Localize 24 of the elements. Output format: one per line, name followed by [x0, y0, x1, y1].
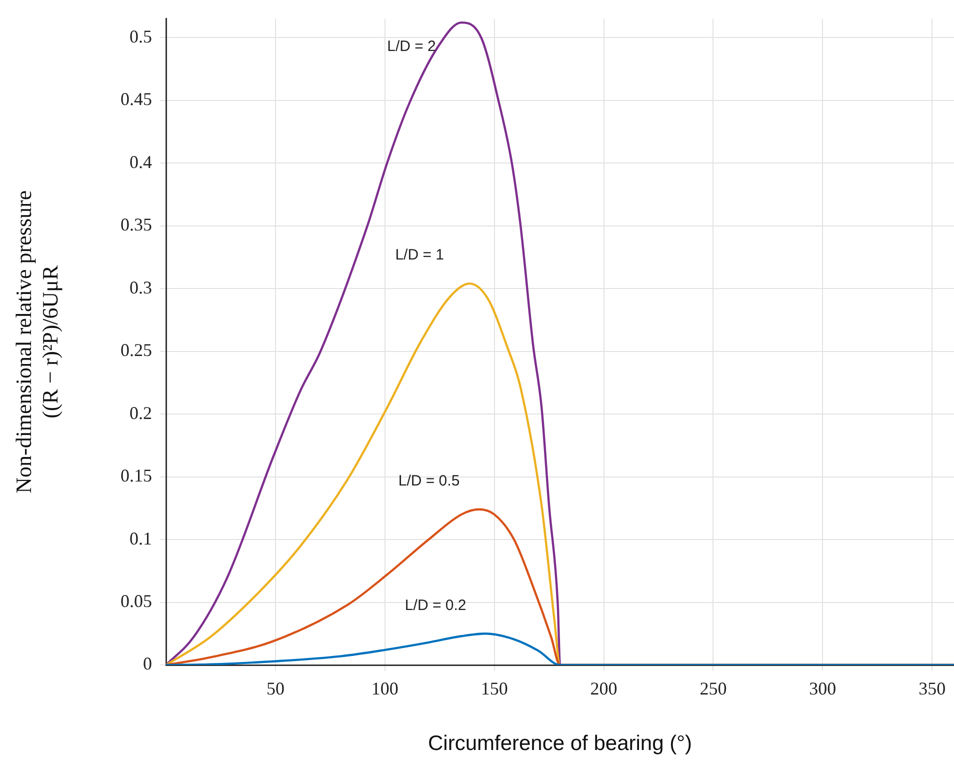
series-label: L/D = 0.2 — [404, 596, 466, 614]
y-tick-label: 0.05 — [120, 590, 152, 611]
y-tick-label: 0.25 — [120, 340, 152, 360]
x-tick-label: 50 — [266, 678, 284, 699]
x-tick-label: 250 — [700, 678, 727, 699]
x-tick-label: 200 — [590, 678, 618, 699]
x-tick-label: 300 — [809, 678, 836, 699]
x-tick-label: 350 — [918, 678, 946, 699]
x-tick-label: 150 — [480, 678, 508, 699]
y-tick-label: 0.1 — [130, 528, 152, 548]
y-axis-title: Non-dimensional relative pressure ((R − r)²P)/6UμR — [10, 190, 62, 494]
y-tick-label: 0.5 — [130, 26, 152, 46]
y-tick-label: 0.45 — [120, 89, 152, 110]
y-tick-label: 0.15 — [120, 466, 152, 486]
y-tick-label: 0.2 — [130, 402, 152, 423]
y-tick-label: 0 — [143, 654, 152, 674]
y-tick-label: 0.3 — [130, 277, 152, 298]
y-tick-label: 0.4 — [130, 152, 152, 172]
series-label: L/D = 0.5 — [398, 472, 460, 490]
y-tick-label: 0.35 — [120, 214, 152, 235]
series-label: L/D = 1 — [395, 246, 444, 264]
series-label: L/D = 2 — [387, 38, 436, 55]
x-tick-label: 100 — [371, 678, 398, 699]
x-axis-title: Circumference of bearing (°) — [428, 732, 692, 756]
